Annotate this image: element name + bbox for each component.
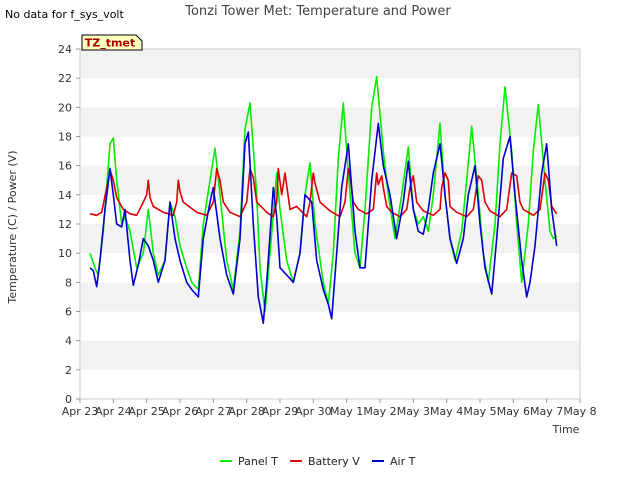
x-tick-label: Apr 24 xyxy=(95,405,132,418)
plot-band xyxy=(80,340,580,370)
y-tick-label: 8 xyxy=(65,276,72,289)
x-tick-label: Apr 30 xyxy=(295,405,332,418)
plot-band xyxy=(80,78,580,108)
x-tick-label: May 8 xyxy=(563,405,596,418)
y-tick-label: 12 xyxy=(58,218,72,231)
series-lines xyxy=(89,75,558,325)
plot-band xyxy=(80,107,580,137)
plot-band xyxy=(80,49,580,79)
chart-title: Tonzi Tower Met: Temperature and Power xyxy=(184,4,451,19)
y-tick-label: 22 xyxy=(58,72,72,85)
y-tick-label: 6 xyxy=(65,306,72,319)
plot-band xyxy=(80,369,580,399)
y-tick-label: 4 xyxy=(65,335,72,348)
x-tick-label: May 3 xyxy=(397,405,430,418)
x-tick-label: Apr 27 xyxy=(195,405,232,418)
series-line-air-t xyxy=(89,122,558,325)
x-tick-label: Apr 29 xyxy=(262,405,299,418)
annotation-label: TZ_tmet xyxy=(85,37,135,50)
x-tick-label: May 4 xyxy=(430,405,463,418)
x-tick-label: Apr 26 xyxy=(162,405,199,418)
plot-band xyxy=(80,311,580,341)
plot-band xyxy=(80,136,580,166)
x-tick-label: Apr 23 xyxy=(62,405,99,418)
legend-label: Battery V xyxy=(308,455,360,468)
x-tick-label: May 7 xyxy=(530,405,563,418)
x-tick-label: May 6 xyxy=(497,405,530,418)
legend-label: Panel T xyxy=(238,455,278,468)
y-tick-label: 2 xyxy=(65,364,72,377)
plot-band xyxy=(80,224,580,254)
y-tick-label: 20 xyxy=(58,101,72,114)
y-tick-label: 14 xyxy=(58,189,72,202)
plot-band xyxy=(80,165,580,195)
y-axis-label: Temperature (C) / Power (V) xyxy=(6,150,19,304)
legend: Panel T Battery V Air T xyxy=(220,455,416,468)
series-line-battery-v xyxy=(89,167,558,218)
y-tick-label: 16 xyxy=(58,160,72,173)
y-tick-label: 0 xyxy=(65,393,72,406)
y-tick-label: 18 xyxy=(58,131,72,144)
x-tick-label: May 5 xyxy=(463,405,496,418)
plot-background-bands xyxy=(80,49,580,399)
y-tick-label: 24 xyxy=(58,43,72,56)
plot-band xyxy=(80,194,580,224)
x-tick-label: May 1 xyxy=(330,405,363,418)
x-axis-label: Time xyxy=(552,423,580,436)
y-tick-label: 10 xyxy=(58,247,72,260)
annotation-box: TZ_tmet xyxy=(81,34,143,51)
no-data-note: No data for f_sys_volt xyxy=(5,8,124,21)
x-tick-label: May 2 xyxy=(363,405,396,418)
legend-label: Air T xyxy=(390,455,416,468)
x-tick-label: Apr 25 xyxy=(128,405,165,418)
x-tick-label: Apr 28 xyxy=(228,405,265,418)
